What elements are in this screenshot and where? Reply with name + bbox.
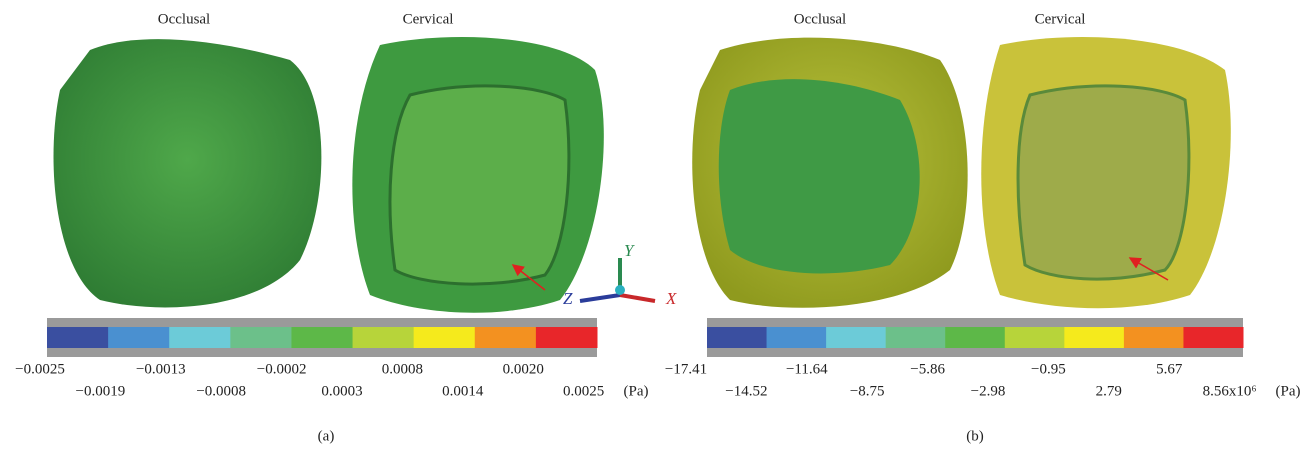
scale-segment [169, 327, 231, 348]
scale-label: −0.0002 [257, 361, 307, 377]
axis-label: Z [563, 289, 573, 308]
scale-segment [767, 327, 827, 348]
scale-label: −8.75 [850, 383, 885, 399]
scale-label: 2.79 [1096, 383, 1122, 399]
scale-label: −0.0019 [76, 383, 126, 399]
scale-label: −0.95 [1031, 361, 1066, 377]
scale-label: −11.64 [786, 361, 828, 377]
occlusal-green [719, 79, 920, 273]
scale-label: 0.0014 [442, 383, 484, 399]
scale-label: −0.0008 [196, 383, 246, 399]
scale-label: −14.52 [725, 383, 767, 399]
scale-segment [414, 327, 476, 348]
cavity [1018, 86, 1189, 279]
scale-segment [475, 327, 537, 348]
scale-segment [826, 327, 886, 348]
view-label: Cervical [1035, 11, 1086, 27]
scale-segment [707, 327, 767, 348]
unit-label: (Pa) [624, 383, 649, 399]
tooth-occlusal [53, 39, 321, 307]
scale-segment [1005, 327, 1065, 348]
scale-segment [108, 327, 170, 348]
caption: (b) [966, 428, 984, 444]
axis-label: Y [624, 241, 635, 260]
scale-label: 8.56x10⁶ [1203, 383, 1257, 399]
scale-segment [1064, 327, 1124, 348]
scale-segment [536, 327, 598, 348]
scale-segment [1124, 327, 1184, 348]
cavity [390, 86, 569, 284]
view-label: Occlusal [794, 11, 846, 27]
scale-label: 0.0003 [321, 383, 362, 399]
caption: (a) [318, 428, 335, 444]
scale-label: −2.98 [971, 383, 1006, 399]
scale-label: −0.0025 [15, 361, 65, 377]
scale-label: −17.41 [665, 361, 707, 377]
view-label: Cervical [403, 11, 454, 27]
scale-label: −5.86 [910, 361, 945, 377]
scale-segment [886, 327, 946, 348]
scale-label: 5.67 [1156, 361, 1183, 377]
scale-segment [353, 327, 415, 348]
scale-segment [47, 327, 109, 348]
scale-segment [945, 327, 1005, 348]
figure: Y Z X Occlusal Cervical −0.0025 −0.0019 −0.0… [0, 0, 1302, 457]
scale-label: −0.0013 [136, 361, 186, 377]
scale-segment [230, 327, 292, 348]
scale-label: 0.0020 [503, 361, 544, 377]
view-label: Occlusal [158, 11, 210, 27]
unit-label: (Pa) [1276, 383, 1301, 399]
scale-label: 0.0025 [563, 383, 604, 399]
scale-label: 0.0008 [382, 361, 423, 377]
axis-label: X [665, 289, 677, 308]
scale-segment [1183, 327, 1243, 348]
scale-segment [291, 327, 353, 348]
